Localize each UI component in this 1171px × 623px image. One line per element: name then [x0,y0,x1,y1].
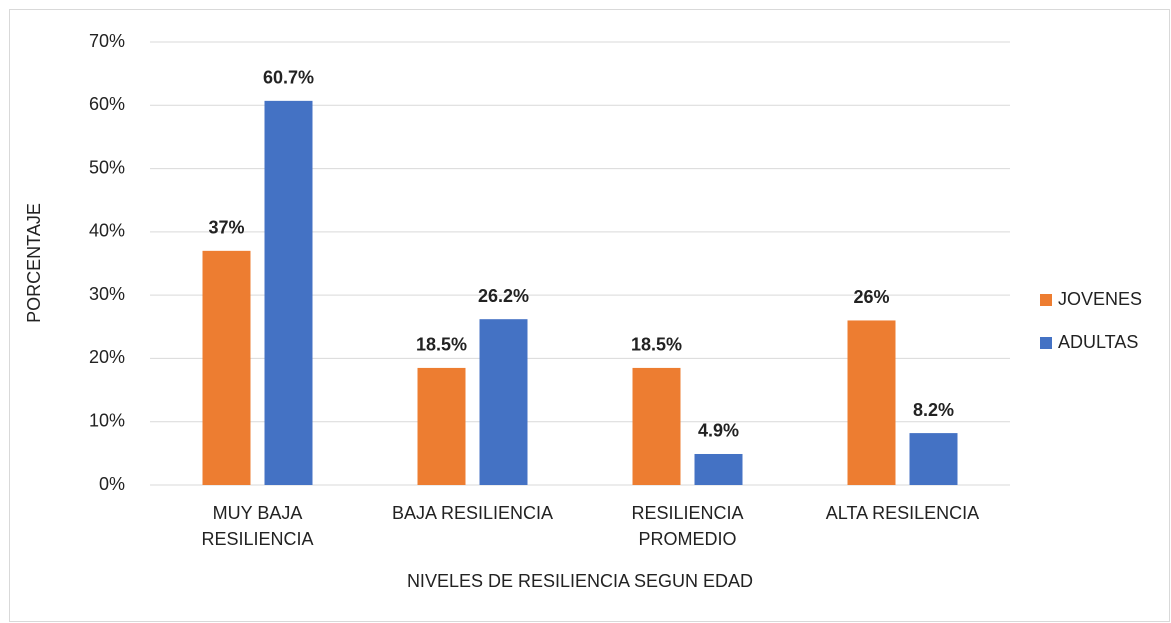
bar [694,453,743,485]
y-tick-label: 60% [89,94,125,114]
bar [909,433,958,485]
bar [202,250,251,485]
y-tick-label: 40% [89,221,125,241]
y-tick-label: 30% [89,284,125,304]
data-label: 26% [853,287,889,307]
y-tick-label: 70% [89,31,125,51]
bar [417,367,466,485]
data-label: 18.5% [416,335,467,355]
data-label: 26.2% [478,286,529,306]
y-tick-label: 50% [89,157,125,177]
data-label: 18.5% [631,335,682,355]
x-tick-label: MUY BAJA RESILIENCIA [201,503,314,549]
bar [479,319,528,485]
chart-border [9,9,1170,622]
bar [632,367,681,485]
legend-swatch [1040,337,1052,349]
y-tick-label: 20% [89,347,125,367]
data-label: 37% [208,218,244,238]
x-axis-title: NIVELES DE RESILIENCIA SEGUN EDAD [407,571,753,591]
y-tick-label: 0% [99,474,125,494]
data-label: 60.7% [263,68,314,88]
bar [847,320,896,485]
data-label: 4.9% [698,421,739,441]
legend-swatch [1040,294,1052,306]
x-tick-label: RESILIENCIA PROMEDIO [631,503,744,549]
legend-label: JOVENES [1058,289,1142,309]
x-tick-label: BAJA RESILIENCIA [391,503,554,523]
y-axis-title: PORCENTAJE [24,203,44,323]
legend-label: ADULTAS [1058,332,1138,352]
x-tick-label: ALTA RESILENCIA [825,503,980,523]
bar [264,100,313,485]
y-tick-label: 10% [89,410,125,430]
data-label: 8.2% [913,400,954,420]
